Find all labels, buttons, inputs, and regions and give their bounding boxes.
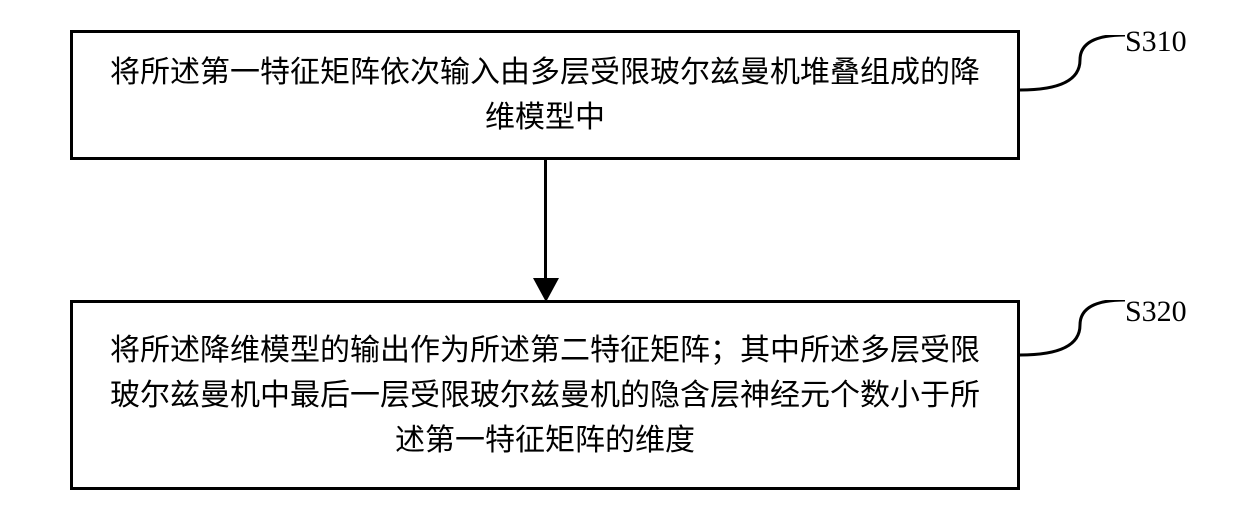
step-1-label: S310 [1125, 25, 1187, 59]
step-2-label: S320 [1125, 295, 1187, 329]
arrow-line [544, 160, 547, 280]
step-1-text: 将所述第一特征矩阵依次输入由多层受限玻尔兹曼机堆叠组成的降维模型中 [103, 50, 987, 140]
connector-2 [1020, 300, 1130, 360]
arrow-head-icon [533, 278, 559, 302]
connector-1 [1020, 35, 1130, 95]
flowchart-canvas: 将所述第一特征矩阵依次输入由多层受限玻尔兹曼机堆叠组成的降维模型中 S310 将… [0, 0, 1239, 528]
flowchart-step-2: 将所述降维模型的输出作为所述第二特征矩阵；其中所述多层受限玻尔兹曼机中最后一层受… [70, 300, 1020, 490]
step-2-text: 将所述降维模型的输出作为所述第二特征矩阵；其中所述多层受限玻尔兹曼机中最后一层受… [103, 328, 987, 463]
flowchart-step-1: 将所述第一特征矩阵依次输入由多层受限玻尔兹曼机堆叠组成的降维模型中 [70, 30, 1020, 160]
